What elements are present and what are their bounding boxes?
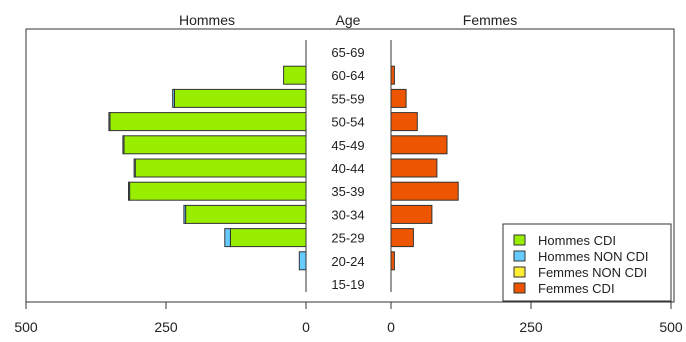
age-label-60-64: 60-64: [331, 68, 364, 83]
bar-femmes-cdi-25-29: [390, 228, 414, 248]
header-hommes: Hommes: [179, 12, 235, 28]
x-tick-label-left-250: 250: [154, 319, 178, 335]
bars-group: [108, 65, 459, 271]
legend-swatch-hommes-cdi: [513, 234, 526, 246]
bar-hommes-cdi-45-49: [123, 135, 307, 155]
age-label-35-39: 35-39: [331, 184, 364, 199]
plot-frame: [25, 28, 675, 303]
bar-hommes-cdi-35-39: [129, 181, 307, 201]
x-tick-label-left-0: 0: [302, 319, 310, 335]
bar-femmes-cdi-20-24: [390, 251, 395, 271]
legend-swatch-femmes-cdi: [513, 282, 526, 294]
bar-hommes-cdi-25-29: [229, 228, 307, 248]
bar-hommes-cdi-40-44: [134, 158, 307, 178]
x-axis-group: 500 250 0 0 250 500: [14, 301, 683, 335]
bar-femmes-cdi-55-59: [390, 88, 407, 108]
x-tick-label-right-250: 250: [519, 319, 543, 335]
age-label-50-54: 50-54: [331, 115, 364, 130]
bar-hommes-non-cdi-30-34: [183, 204, 187, 224]
bar-hommes-non-cdi-45-49: [122, 135, 125, 155]
age-label-15-19: 15-19: [331, 277, 364, 292]
legend-swatch-femmes-non-cdi: [513, 266, 526, 278]
age-label-65-69: 65-69: [331, 45, 364, 60]
legend-box: [502, 223, 672, 302]
bar-femmes-cdi-40-44: [390, 158, 438, 178]
bar-hommes-cdi-55-59: [173, 88, 307, 108]
bar-hommes-cdi-50-54: [109, 112, 307, 132]
x-tick-label-right-0: 0: [387, 319, 395, 335]
legend-label-femmes-cdi: Femmes CDI: [538, 281, 615, 296]
bar-hommes-non-cdi-50-54: [108, 112, 111, 132]
bar-femmes-cdi-45-49: [390, 135, 448, 155]
age-label-40-44: 40-44: [331, 161, 364, 176]
bar-femmes-cdi-50-54: [390, 112, 418, 132]
bar-hommes-cdi-60-64: [283, 65, 307, 85]
x-tick-label-right-500: 500: [659, 319, 683, 335]
age-label-25-29: 25-29: [331, 231, 364, 246]
bar-hommes-cdi-30-34: [185, 204, 307, 224]
header-age: Age: [336, 12, 361, 28]
legend-swatch-hommes-non-cdi: [513, 250, 526, 262]
legend-label-femmes-non-cdi: Femmes NON CDI: [538, 265, 647, 280]
bar-hommes-non-cdi-20-24: [298, 251, 307, 271]
bar-hommes-non-cdi-25-29: [224, 228, 231, 248]
bar-femmes-cdi-60-64: [390, 65, 395, 85]
age-label-20-24: 20-24: [331, 254, 364, 269]
bar-hommes-non-cdi-55-59: [172, 88, 175, 108]
bar-femmes-cdi-35-39: [390, 181, 459, 201]
legend-label-hommes-non-cdi: Hommes NON CDI: [538, 249, 649, 264]
bar-hommes-non-cdi-40-44: [133, 158, 136, 178]
age-label-45-49: 45-49: [331, 138, 364, 153]
x-tick-label-left-500: 500: [14, 319, 38, 335]
header-femmes: Femmes: [463, 12, 517, 28]
age-label-55-59: 55-59: [331, 91, 364, 106]
bar-femmes-cdi-30-34: [390, 204, 433, 224]
legend-label-hommes-cdi: Hommes CDI: [538, 233, 616, 248]
bar-hommes-non-cdi-35-39: [128, 181, 131, 201]
age-label-30-34: 30-34: [331, 207, 364, 222]
age-labels-group: 65-69 60-64 55-59 50-54 45-49 40-44 35-39 30-34…: [331, 45, 364, 292]
